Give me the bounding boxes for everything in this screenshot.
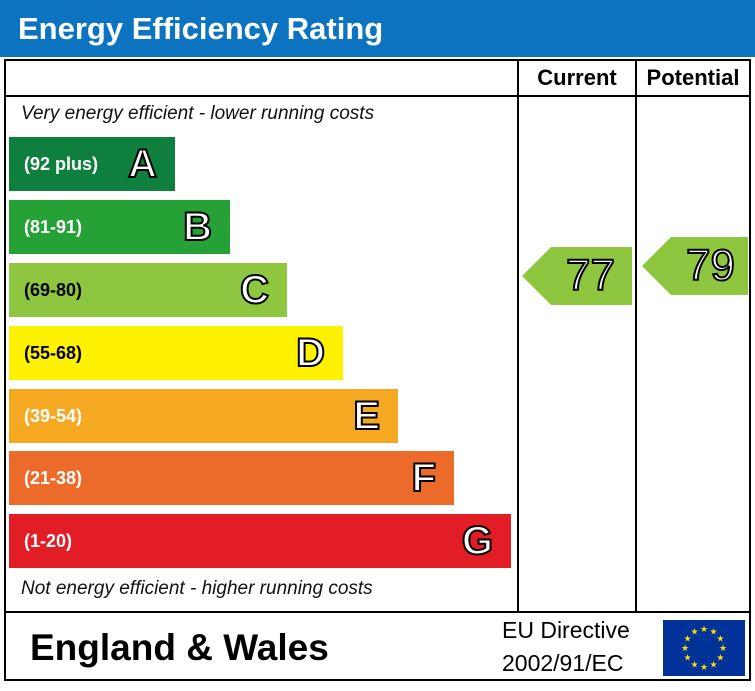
- band-range-label: (92 plus): [24, 154, 99, 174]
- band-letter: A: [127, 141, 158, 187]
- rating-band-f: (21-38) F: [9, 451, 454, 505]
- top-note: Very energy efficient - lower running co…: [21, 103, 375, 124]
- rating-band-g: (1-20) G: [9, 514, 511, 568]
- column-header-potential: Potential: [646, 65, 740, 90]
- eu-star-icon: ★: [684, 653, 692, 663]
- eu-star-icon: ★: [716, 634, 724, 644]
- rating-band-a: (92 plus) A: [9, 137, 175, 191]
- rating-band-b: (81-91) B: [9, 200, 230, 254]
- potential-rating-value: 79: [685, 240, 736, 291]
- rating-band-d: (55-68) D: [9, 326, 343, 380]
- current-arrow-shape: [522, 247, 632, 305]
- potential-arrow-polygon: [642, 237, 748, 295]
- eu-stars-icon: ★ ★★★★★★★★★★★: [681, 624, 727, 672]
- potential-arrow-shape: [642, 237, 748, 295]
- rating-frame: [4, 59, 751, 681]
- eu-star-icon: ★: [681, 643, 689, 653]
- eu-star-icon: ★: [690, 627, 698, 637]
- band-letter: B: [182, 204, 213, 250]
- region-label: England & Wales: [30, 627, 329, 668]
- eu-star-icon: ★: [700, 662, 708, 672]
- current-rating-arrow: 77: [522, 247, 632, 305]
- eu-star-icon: ★: [709, 659, 717, 669]
- rating-band-c: (69-80) C: [9, 263, 287, 317]
- band-letter: C: [239, 267, 270, 313]
- band-letter: G: [461, 518, 494, 564]
- divider-current: [517, 59, 519, 613]
- current-arrow-polygon: [522, 247, 632, 305]
- eu-star-icon: ★: [716, 653, 724, 663]
- eu-star-icon: ★: [719, 643, 727, 653]
- eu-directive-number: 2002/91/EC: [502, 650, 624, 676]
- eu-star-icon: ★: [700, 624, 708, 634]
- divider-potential: [635, 59, 637, 613]
- band-range-label: (1-20): [24, 531, 73, 551]
- eu-flag-icon: ★ ★ ★ ★ ★ ★ ★ ★ ★ ★ ★ ★: [663, 620, 745, 676]
- eu-star-icon: ★: [684, 634, 692, 644]
- eu-star-icon: ★: [709, 627, 717, 637]
- band-letter: D: [295, 330, 326, 376]
- rating-band-e: (39-54) E: [9, 389, 398, 443]
- current-rating-value: 77: [565, 250, 616, 301]
- footer-divider: [4, 611, 751, 613]
- band-range-label: (55-68): [24, 343, 83, 363]
- eu-star-icon: ★: [690, 659, 698, 669]
- potential-rating-arrow: 79: [642, 237, 748, 295]
- bottom-note: Not energy efficient - higher running co…: [21, 578, 373, 599]
- band-range-label: (81-91): [24, 217, 83, 237]
- eu-directive-label: EU Directive: [502, 617, 630, 643]
- band-range-label: (39-54): [24, 406, 83, 426]
- band-letter: E: [352, 393, 381, 439]
- column-header-current: Current: [537, 65, 617, 90]
- page-title: Energy Efficiency Rating: [0, 0, 755, 57]
- band-range-label: (21-38): [24, 468, 83, 488]
- band-letter: F: [411, 455, 437, 501]
- header-divider: [4, 95, 751, 97]
- band-range-label: (69-80): [24, 280, 83, 300]
